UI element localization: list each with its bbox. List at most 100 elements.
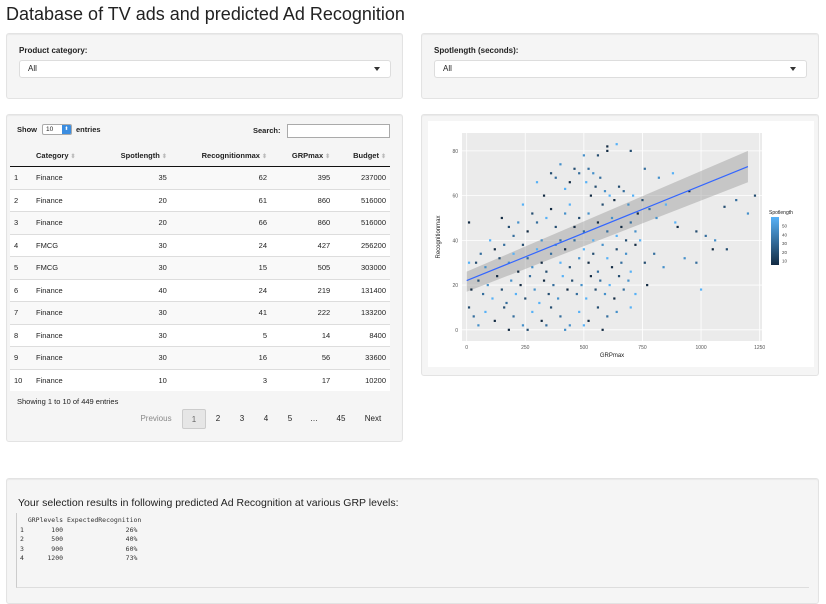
column-header[interactable]: Budget ⬍: [334, 144, 390, 167]
row-index: 5: [10, 256, 32, 279]
data-point: [674, 221, 677, 224]
next-button[interactable]: Next: [364, 414, 382, 423]
data-point: [655, 216, 658, 220]
plot-panel-area: [462, 133, 762, 341]
data-point: [636, 212, 639, 215]
data-point: [531, 310, 534, 314]
data-point: [746, 212, 750, 215]
data-point: [589, 194, 593, 197]
data-point: [711, 248, 714, 251]
table-row: 1 Finance 35 62 395 237000: [10, 166, 390, 189]
page-button-45[interactable]: 45: [336, 414, 346, 423]
data-point: [467, 221, 471, 224]
data-point: [568, 266, 571, 269]
table-cell: Finance: [32, 211, 97, 234]
table-cell: 427: [271, 233, 335, 257]
table-cell: 30: [96, 346, 171, 369]
table-cell: 20: [96, 211, 171, 234]
previous-button[interactable]: Previous: [140, 414, 172, 423]
data-point: [704, 234, 707, 237]
search-input[interactable]: [287, 124, 390, 138]
data-point: [559, 315, 562, 318]
data-point: [561, 275, 564, 278]
data-point: [486, 283, 489, 287]
spotlength-select[interactable]: All: [434, 60, 807, 78]
legend-tick-label: 40: [782, 232, 788, 237]
y-tick-label: 20: [452, 283, 458, 289]
category-select[interactable]: All: [19, 60, 391, 78]
data-point: [542, 194, 546, 197]
data-point: [606, 145, 609, 148]
page-button-1[interactable]: 1: [182, 409, 206, 429]
y-tick-label: 40: [452, 238, 458, 244]
entries-value: 10: [46, 126, 54, 133]
data-point: [735, 198, 738, 202]
data-point: [549, 306, 553, 309]
data-point: [493, 248, 496, 251]
y-tick-label: 80: [452, 149, 458, 155]
data-point: [617, 185, 621, 188]
table-cell: 20: [96, 188, 171, 212]
page-button-4[interactable]: 4: [263, 414, 269, 423]
column-header[interactable]: Category ⬍: [32, 144, 97, 167]
y-tick-label: 0: [455, 328, 458, 334]
table-cell: 3: [170, 368, 271, 391]
table-cell: 222: [271, 301, 335, 324]
data-point: [601, 328, 604, 331]
table-cell: 133200: [334, 301, 390, 324]
data-point: [601, 203, 604, 206]
data-point: [512, 252, 515, 255]
x-tick-label: 750: [638, 345, 647, 351]
data-point: [545, 270, 548, 273]
table-cell: 395: [271, 166, 335, 189]
column-header[interactable]: Recognitionmax ⬍: [170, 144, 271, 167]
data-point: [629, 221, 632, 224]
chevron-down-icon: [790, 67, 796, 71]
data-point: [568, 181, 571, 184]
column-header[interactable]: Spotlength ⬍: [96, 144, 171, 167]
prediction-output: GRPlevels ExpectedRecognition 1 100 26% …: [20, 516, 142, 562]
page-button-3[interactable]: 3: [239, 414, 245, 423]
data-point: [606, 230, 609, 233]
confidence-band: [466, 150, 748, 292]
data-point: [549, 207, 553, 211]
table-cell: 30: [96, 323, 171, 347]
data-point: [477, 279, 480, 282]
y-tick-label: 60: [452, 194, 458, 200]
data-point: [479, 252, 482, 255]
entries-select[interactable]: 10 ⬍: [42, 124, 72, 135]
data-point: [517, 270, 520, 273]
data-point: [631, 194, 635, 197]
data-point: [514, 292, 518, 296]
page-button-2[interactable]: 2: [215, 414, 221, 423]
data-point: [564, 187, 567, 191]
page-button-5[interactable]: 5: [287, 414, 293, 423]
data-point: [695, 230, 698, 233]
table-row: 9 Finance 30 16 56 33600: [10, 346, 390, 369]
index-header: [10, 144, 32, 167]
data-point: [629, 149, 632, 152]
table-cell: 56: [271, 346, 335, 369]
table-cell: Finance: [32, 301, 97, 324]
data-point: [559, 261, 562, 264]
data-point: [622, 190, 625, 193]
data-point: [538, 301, 541, 305]
table-cell: 303000: [334, 256, 390, 279]
legend-tick-label: 20: [782, 250, 788, 255]
sort-icon: ⬍: [325, 153, 331, 160]
output-panel: [6, 478, 819, 604]
data-point: [594, 185, 597, 188]
data-point: [484, 310, 487, 314]
data-point: [589, 275, 593, 278]
data-point: [594, 288, 597, 291]
table-cell: Finance: [32, 368, 97, 391]
column-header[interactable]: GRPmax ⬍: [271, 144, 335, 167]
table-row: 5 FMCG 30 15 505 303000: [10, 256, 390, 279]
data-point: [634, 292, 637, 296]
table-cell: 256200: [334, 233, 390, 257]
table-cell: 860: [271, 188, 335, 212]
table-cell: 219: [271, 278, 335, 302]
data-point: [610, 216, 614, 220]
table-cell: 35: [96, 166, 171, 189]
data-point: [615, 143, 618, 146]
